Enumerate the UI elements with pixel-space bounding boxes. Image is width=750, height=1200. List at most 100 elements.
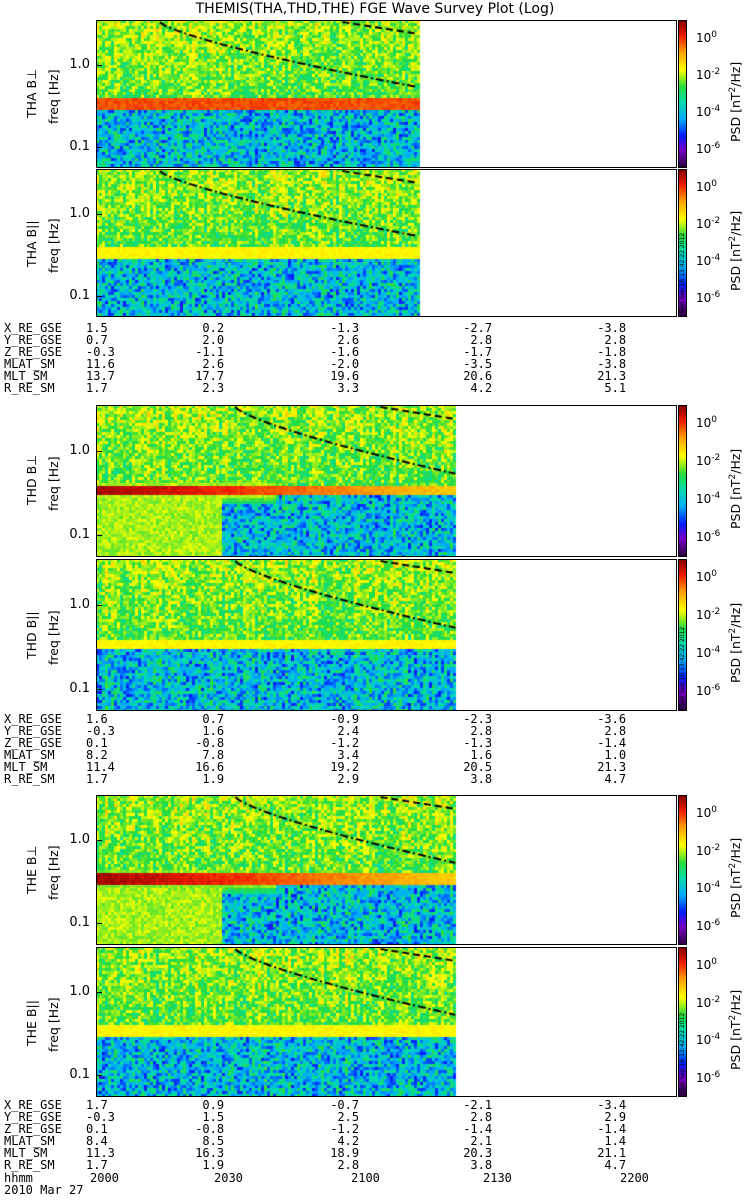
ephemeris-value: 11.6: [86, 357, 115, 371]
panel-unit-label: freq [Hz]: [46, 845, 61, 900]
ephemeris-value: 1.9: [202, 772, 225, 786]
ephemeris-name: X_RE_GSE: [4, 1098, 62, 1112]
ephemeris-value: 19.2: [330, 760, 360, 774]
spectrogram-image: [96, 947, 677, 1097]
ephemeris-value: 1.7: [86, 1098, 108, 1112]
colorbar-tick-label: 100: [696, 29, 718, 45]
ephemeris-row: Y_RE_GSE -0.3 1.6 2.4 2.8 2.8: [4, 725, 704, 737]
time-tick-label: 2000: [90, 1171, 119, 1185]
ephemeris-value: 0.2: [202, 321, 225, 335]
colorbar: [678, 169, 687, 317]
spectrogram-panel: [96, 947, 677, 1097]
spectrogram-image: [96, 559, 677, 711]
freq-tick-mark: [96, 923, 102, 925]
ephemeris-value: 4.2: [470, 381, 493, 395]
ephemeris-value: -3.8: [597, 357, 627, 371]
freq-tick-mark: [96, 295, 102, 297]
ephemeris-value: -1.4: [597, 1122, 627, 1136]
freq-tick-label: 1.0: [69, 832, 90, 848]
ephemeris-value: 8.2: [86, 748, 108, 762]
ephemeris-value: 2.8: [470, 724, 493, 738]
colorbar-tick-label: 10-6: [696, 289, 721, 305]
ephemeris-value: 2.6: [337, 333, 360, 347]
ephemeris-value: 13.7: [86, 369, 115, 383]
ephemeris-value: 8.4: [86, 1134, 108, 1148]
freq-tick-label: 0.1: [69, 287, 90, 303]
ephemeris-value: 1.7: [86, 381, 108, 395]
time-tick-label: 2200: [620, 1171, 649, 1185]
ephemeris-value: 0.1: [86, 1122, 108, 1136]
ephemeris-row: MLT_SM 11.3 16.3 18.9 20.3 21.1: [4, 1147, 704, 1159]
panel-ylabel: THA B||: [24, 220, 39, 267]
colorbar: [678, 405, 687, 557]
colorbar: [678, 947, 687, 1097]
colorbar-tick-label: 10-2: [696, 994, 721, 1010]
ephemeris-value: -2.7: [463, 321, 493, 335]
colorbar-label: PSD [nT2/Hz]: [728, 989, 744, 1070]
ephemeris-value: 1.6: [86, 712, 108, 726]
ephemeris-row: Y_RE_GSE 0.7 2.0 2.6 2.8 2.8: [4, 334, 704, 346]
ephemeris-value: 0.1: [86, 736, 108, 750]
ephemeris-value: -0.3: [86, 1110, 115, 1124]
ephemeris-value: 2.0: [202, 333, 225, 347]
freq-tick-mark: [96, 450, 102, 452]
ephemeris-row: MLAT_SM 11.6 2.6 -2.0 -3.5 -3.8: [4, 358, 704, 370]
ephemeris-name: MLAT_SM: [4, 357, 55, 371]
ephemeris-value: 17.7: [195, 369, 225, 383]
date-label: 2010 Mar 27: [4, 1183, 84, 1197]
ephemeris-row: X_RE_GSE 1.7 0.9 -0.7 -2.1 -3.4: [4, 1099, 704, 1111]
ephemeris-name: R_RE_SM: [4, 1158, 55, 1172]
freq-tick-mark: [96, 992, 102, 994]
panel-ylabel: THA B⊥: [24, 68, 39, 118]
ephemeris-value: 2.8: [337, 1158, 360, 1172]
ephemeris-value: 16.6: [195, 760, 225, 774]
ephemeris-value: -0.8: [195, 1122, 225, 1136]
ephemeris-name: Z_RE_GSE: [4, 345, 62, 359]
colorbar-tick-label: 10-2: [696, 453, 721, 469]
ephemeris-value: 2.8: [470, 333, 493, 347]
ephemeris-value: 16.3: [195, 1146, 225, 1160]
ephemeris-value: 20.5: [463, 760, 493, 774]
colorbar-tick-label: 10-6: [696, 140, 721, 156]
ephemeris-value: -1.4: [597, 736, 627, 750]
ephemeris-value: -0.3: [86, 724, 115, 738]
ephemeris-row: R_RE_SM 1.7 1.9 2.8 3.8 4.7: [4, 1159, 704, 1171]
freq-tick-mark: [96, 146, 102, 148]
panel-frame: [96, 559, 677, 711]
freq-tick-label: 1.0: [69, 205, 90, 221]
ephemeris-name: MLT_SM: [4, 1146, 48, 1160]
timestamp-stamp: Sun Sep 16 13:42:22 2012: [679, 626, 686, 707]
ephemeris-value: 18.9: [330, 1146, 360, 1160]
ephemeris-row: Z_RE_GSE 0.1 -0.8 -1.2 -1.3 -1.4: [4, 737, 704, 749]
colorbar-tick-label: 10-6: [696, 529, 721, 545]
ephemeris-value: -3.8: [597, 321, 627, 335]
ephemeris-name: Y_RE_GSE: [4, 1110, 62, 1124]
ephemeris-value: -3.5: [463, 357, 493, 371]
ephemeris-name: R_RE_SM: [4, 772, 55, 786]
ephemeris-name: MLAT_SM: [4, 748, 55, 762]
ephemeris-value: 3.3: [337, 381, 360, 395]
ephemeris-value: 1.5: [202, 1110, 225, 1124]
ephemeris-value: -1.2: [330, 1122, 360, 1136]
spectrogram-image: [96, 795, 677, 945]
ephemeris-value: 3.8: [470, 772, 493, 786]
ephemeris-value: -1.3: [463, 736, 493, 750]
spectrogram-panel: [96, 169, 677, 317]
ephemeris-name: Y_RE_GSE: [4, 333, 62, 347]
freq-tick-label: 0.1: [69, 915, 90, 931]
panel-frame: [96, 795, 677, 945]
ephemeris-value: 20.6: [463, 369, 493, 383]
ephemeris-row: MLAT_SM 8.4 8.5 4.2 2.1 1.4: [4, 1135, 704, 1147]
ephemeris-value: 3.8: [470, 1158, 493, 1172]
colorbar: [678, 795, 687, 945]
colorbar-tick-label: 10-6: [696, 1069, 721, 1085]
freq-tick-label: 0.1: [69, 527, 90, 543]
freq-tick-label: 0.1: [69, 138, 90, 154]
ephemeris-value: 11.3: [86, 1146, 115, 1160]
ephemeris-value: -2.1: [463, 1098, 493, 1112]
spectrogram-panel: [96, 20, 677, 168]
colorbar-tick-label: 10-4: [696, 491, 721, 507]
ephemeris-value: 5.1: [604, 381, 627, 395]
colorbar-label: PSD [nT2/Hz]: [728, 602, 744, 683]
colorbar-label: PSD [nT2/Hz]: [728, 448, 744, 529]
